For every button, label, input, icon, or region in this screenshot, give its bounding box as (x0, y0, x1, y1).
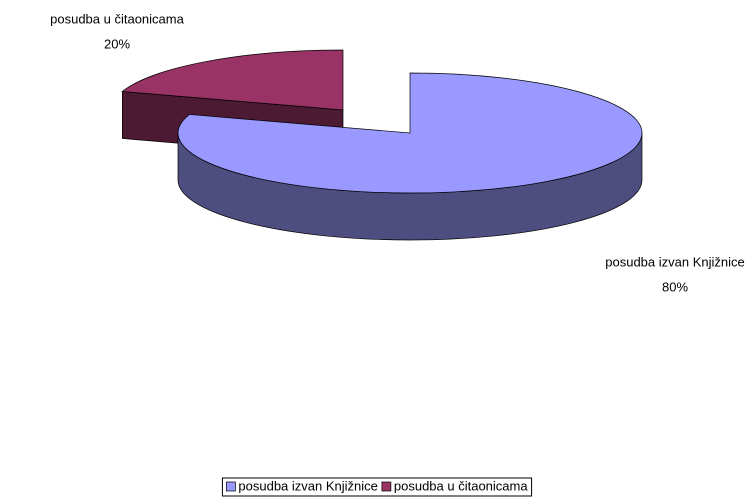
slice (177, 72, 643, 194)
legend-swatch (226, 481, 236, 492)
legend-swatch (381, 481, 392, 492)
legend-label: posudba u čitaonicama (394, 478, 528, 493)
slice (121, 49, 344, 111)
slice-label: posudba u čitaonicama (50, 11, 184, 26)
legend (221, 477, 533, 497)
slice-value-label: 20% (104, 36, 130, 51)
slice-label: posudba izvan Knjižnice (605, 254, 744, 269)
slice-value-label: 80% (662, 279, 688, 294)
legend-label: posudba izvan Knjižnice (238, 478, 377, 493)
